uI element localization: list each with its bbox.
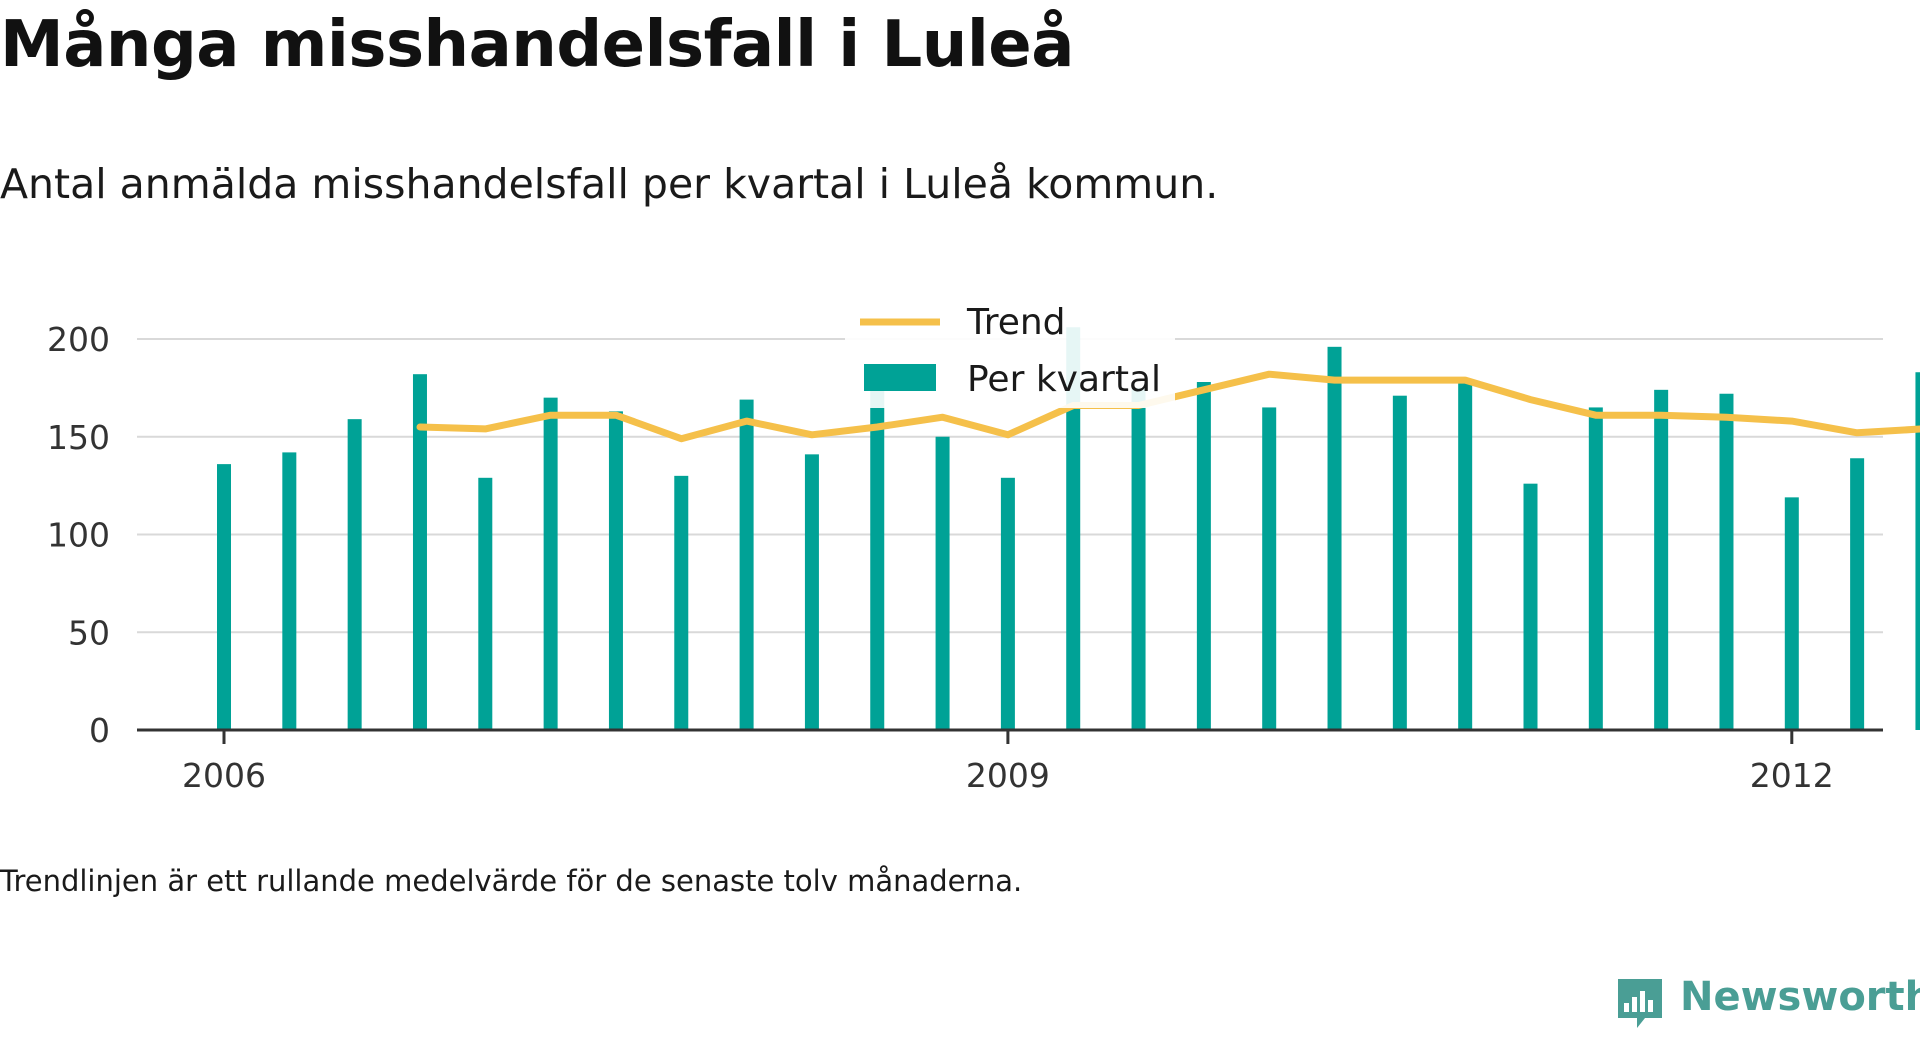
bar [739, 399, 754, 730]
bar [412, 374, 427, 730]
bar [1392, 395, 1407, 730]
bar [1066, 327, 1081, 730]
bar [217, 464, 231, 730]
bar [1458, 380, 1473, 730]
bar [1327, 346, 1342, 730]
brand-name: Newsworthy [1680, 974, 1920, 1020]
newsworthy-logo-icon [1618, 979, 1662, 1028]
bar [1262, 407, 1277, 730]
brand-logo: Newsworthy [1612, 974, 1920, 1040]
x-tick-label: 2009 [966, 756, 1050, 795]
chart-title: Många misshandelsfall i Luleå [0, 8, 1074, 82]
bar [1588, 407, 1603, 730]
bar [478, 477, 493, 730]
bar [1915, 372, 1920, 730]
chart-subtitle: Antal anmälda misshandelsfall per kvarta… [0, 160, 1219, 208]
bar [1784, 497, 1799, 730]
y-tick-label: 50 [68, 613, 110, 652]
footnote: Trendlinjen är ett rullande medelvärde f… [0, 864, 1023, 898]
x-axis-ticks: 2006200920122015201820212024 [182, 730, 1834, 795]
bar [543, 397, 558, 730]
bar [1000, 477, 1015, 730]
x-tick-label: 2006 [182, 756, 266, 795]
bar [1654, 389, 1669, 730]
bar [1719, 393, 1734, 730]
bar [674, 475, 689, 730]
y-tick-label: 100 [47, 516, 110, 555]
bar [1523, 483, 1538, 730]
legend-bars-label: Per kvartal [967, 359, 1161, 400]
bar [347, 419, 362, 730]
legend: Trend Per kvartal [845, 300, 1175, 408]
y-tick-label: 0 [89, 711, 110, 750]
bar [1131, 387, 1146, 730]
bar [935, 436, 950, 730]
legend-bars-swatch [864, 364, 936, 391]
bar-series [217, 327, 1920, 730]
x-tick-label: 2012 [1750, 756, 1834, 795]
legend-trend-label: Trend [966, 302, 1066, 343]
bar [870, 382, 885, 730]
chart: 2006200920122015201820212024 05010015020… [47, 300, 1920, 795]
bar [282, 452, 297, 730]
bar [1850, 458, 1865, 730]
bar [804, 454, 819, 730]
y-tick-label: 200 [47, 320, 110, 359]
y-tick-label: 150 [47, 418, 110, 457]
bar [1196, 382, 1211, 730]
bar [608, 411, 623, 730]
y-axis-ticks: 0 50 100 150 200 [47, 320, 110, 750]
